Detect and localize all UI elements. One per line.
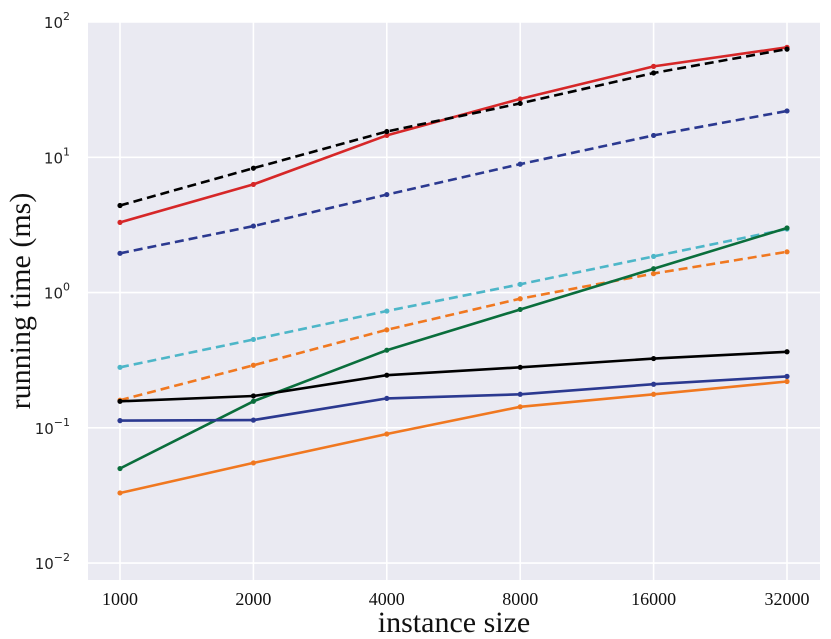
series-line-8: [119, 380, 788, 495]
grid: [88, 21, 820, 580]
series-3-point-2: [384, 308, 390, 314]
y-tick-label-0: 10−2: [35, 551, 70, 573]
series-0-point-2: [384, 132, 390, 139]
series-5-point-0: [117, 465, 123, 472]
y-axis-label: running time (ms): [4, 193, 37, 410]
y-tick-label-4: 102: [44, 10, 70, 32]
y-tick-label-1: 10−1: [35, 416, 70, 438]
series-6: [117, 349, 790, 404]
y-tick-label-2: 100: [44, 281, 70, 303]
series-5: [117, 225, 790, 472]
series-line-6: [119, 350, 788, 403]
series-1-point-1: [250, 165, 256, 171]
series-2-point-3: [517, 161, 523, 167]
series-6-point-3: [517, 364, 523, 370]
series-1-point-5: [784, 46, 790, 52]
series-8: [117, 378, 790, 496]
series-6-point-2: [384, 372, 390, 378]
series-5-point-2: [384, 347, 390, 353]
series-2-point-5: [784, 108, 790, 114]
series-0-point-4: [651, 63, 657, 69]
series-5-point-4: [651, 266, 657, 272]
series-6-point-4: [651, 355, 657, 362]
series-2-point-1: [250, 223, 256, 229]
series-line-1: [119, 47, 788, 207]
series-4-point-5: [784, 249, 790, 255]
series-7-point-2: [384, 395, 390, 402]
series-line-0: [119, 46, 788, 224]
series-0-point-1: [250, 181, 256, 188]
series-4-point-2: [384, 327, 390, 333]
series-3-point-4: [651, 253, 657, 260]
series-3-point-1: [250, 336, 256, 343]
series-4-point-4: [651, 271, 657, 277]
series-2-point-2: [384, 191, 390, 198]
series-layer: [117, 44, 790, 496]
series-3: [117, 226, 790, 370]
x-tick-label-2: 4000: [369, 589, 405, 609]
series-0-point-0: [117, 219, 123, 226]
series-1-point-4: [651, 70, 657, 76]
series-8-point-1: [250, 460, 256, 466]
series-8-point-4: [651, 391, 657, 397]
x-axis-ticks: 1000 2000 4000 8000 16000 32000: [102, 589, 810, 609]
series-7-point-1: [250, 417, 256, 423]
x-axis-label: instance size: [378, 606, 530, 639]
series-7-point-0: [117, 418, 123, 424]
x-tick-label-4: 16000: [631, 589, 676, 609]
series-5-point-3: [517, 306, 523, 313]
plot-background: [88, 22, 820, 580]
series-7-point-3: [517, 391, 523, 397]
x-tick-label-1: 2000: [235, 589, 271, 609]
series-4-point-3: [517, 296, 523, 302]
series-8-point-2: [384, 431, 390, 437]
series-5-point-1: [250, 398, 256, 404]
series-line-3: [119, 227, 788, 369]
series-4-point-1: [250, 362, 256, 368]
series-2-point-0: [117, 250, 123, 256]
series-1-point-2: [384, 128, 390, 135]
series-1-point-3: [517, 100, 523, 107]
series-7: [117, 373, 790, 424]
series-line-7: [119, 375, 788, 422]
x-tick-label-3: 8000: [502, 589, 538, 609]
y-axis-ticks: 10−2 10−1 100 101 102: [35, 10, 70, 573]
series-6-point-1: [250, 393, 256, 399]
series-8-point-5: [784, 378, 790, 385]
series-7-point-4: [651, 381, 657, 387]
series-0-point-3: [517, 96, 523, 102]
series-2-point-4: [651, 132, 657, 139]
y-tick-label-3: 101: [44, 145, 70, 167]
series-8-point-0: [117, 490, 123, 496]
series-8-point-3: [517, 404, 523, 410]
series-3-point-0: [117, 364, 123, 370]
series-line-2: [119, 109, 788, 255]
series-2: [117, 108, 790, 256]
series-3-point-3: [517, 281, 523, 287]
series-1: [117, 46, 790, 209]
x-tick-label-5: 32000: [765, 589, 810, 609]
series-6-point-5: [784, 349, 790, 355]
x-tick-label-0: 1000: [102, 589, 138, 609]
series-7-point-5: [784, 373, 790, 379]
series-line-5: [119, 226, 788, 470]
series-line-4: [119, 250, 788, 402]
series-5-point-5: [784, 225, 790, 231]
series-1-point-0: [117, 202, 123, 209]
series-6-point-0: [117, 398, 123, 404]
